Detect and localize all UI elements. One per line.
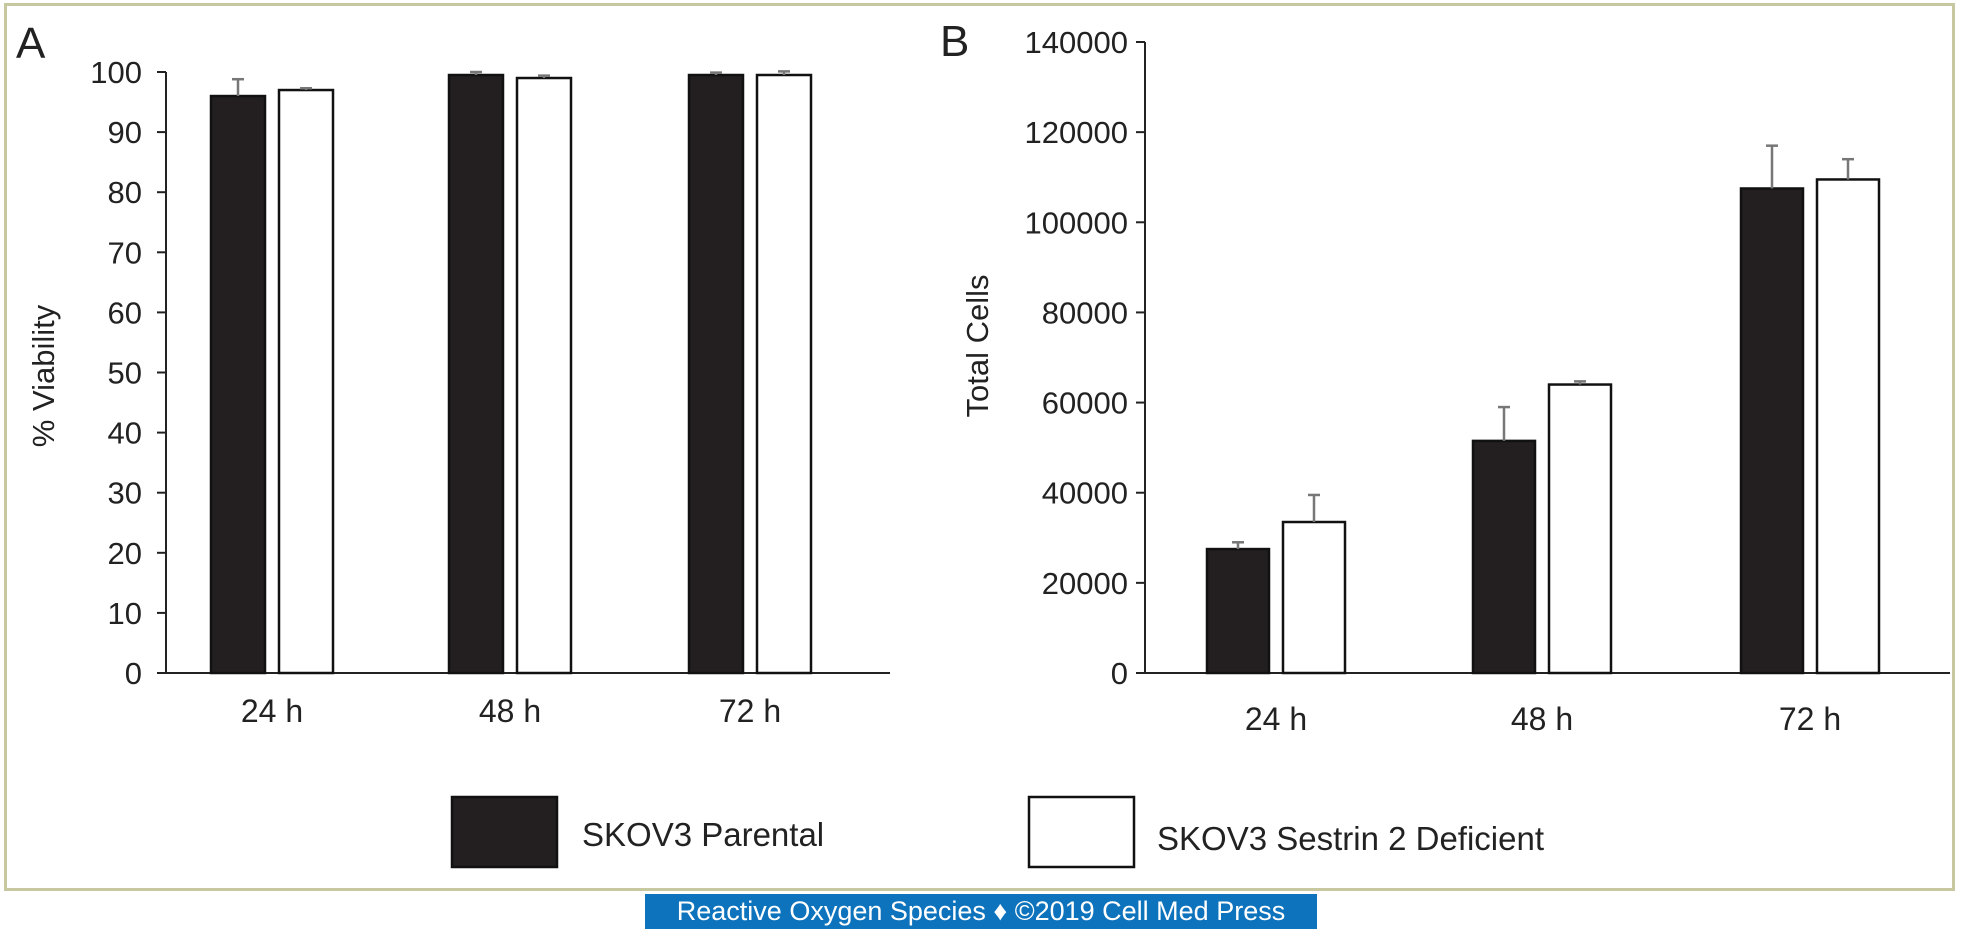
y-axis-title-b: Total Cells <box>960 275 995 418</box>
bar-a <box>447 73 505 675</box>
legend: SKOV3 Parental SKOV3 Sestrin 2 Deficient <box>450 795 1544 869</box>
bar-b <box>1205 547 1271 675</box>
footer-credit: Reactive Oxygen Species ♦ ©2019 Cell Med… <box>645 894 1317 929</box>
y-tick-label-a: 20 <box>108 536 142 571</box>
y-tick-label-a: 60 <box>108 295 142 330</box>
bar-b <box>1815 178 1881 675</box>
y-tick-label-a: 70 <box>108 235 142 270</box>
category-label-b: 24 h <box>1245 701 1307 737</box>
category-label-b: 48 h <box>1511 701 1573 737</box>
category-label-a: 48 h <box>479 693 541 729</box>
bar-a <box>277 88 335 675</box>
y-tick-label-b: 80000 <box>1042 295 1128 330</box>
bar-b <box>1547 383 1613 675</box>
legend-swatch <box>1027 795 1136 869</box>
y-tick-label-b: 20000 <box>1042 566 1128 601</box>
bar-b <box>1281 520 1347 675</box>
legend-swatch <box>450 795 559 869</box>
panel-label-b: B <box>940 17 969 66</box>
figure-frame <box>4 3 1955 891</box>
y-tick-label-a: 50 <box>108 356 142 391</box>
panel-a: A 0 10 20 30 40 50 60 70 80 90 100 % Viability 24 h 48… <box>16 19 890 729</box>
legend-label: SKOV3 Sestrin 2 Deficient <box>1157 820 1544 857</box>
y-tick-label-a: 90 <box>108 115 142 150</box>
y-axis-title-a: % Viability <box>26 304 61 447</box>
y-tick-label-a: 30 <box>108 476 142 511</box>
y-tick-label-b: 60000 <box>1042 386 1128 421</box>
y-tick-label-a: 100 <box>90 55 142 90</box>
category-label-a: 72 h <box>719 693 781 729</box>
y-tick-label-b: 140000 <box>1025 25 1128 60</box>
y-tick-label-b: 0 <box>1111 656 1128 691</box>
y-tick-label-a: 10 <box>108 596 142 631</box>
bar-a <box>209 94 267 675</box>
bar-a <box>687 73 745 675</box>
category-label-a: 24 h <box>241 693 303 729</box>
panel-b: B 0 20000 40000 60000 80000 100000 120000 140000… <box>940 17 1950 737</box>
y-tick-label-a: 0 <box>125 656 142 691</box>
y-tick-label-b: 120000 <box>1025 115 1128 150</box>
y-tick-label-b: 40000 <box>1042 476 1128 511</box>
bar-b <box>1471 439 1537 675</box>
bar-a <box>755 73 813 675</box>
panel-label-a: A <box>16 19 46 68</box>
category-label-b: 72 h <box>1779 701 1841 737</box>
bar-a <box>515 76 573 675</box>
y-tick-label-a: 40 <box>108 416 142 451</box>
legend-label: SKOV3 Parental <box>582 816 824 853</box>
y-tick-label-b: 100000 <box>1025 205 1128 240</box>
bar-b <box>1739 187 1805 675</box>
y-tick-label-a: 80 <box>108 175 142 210</box>
